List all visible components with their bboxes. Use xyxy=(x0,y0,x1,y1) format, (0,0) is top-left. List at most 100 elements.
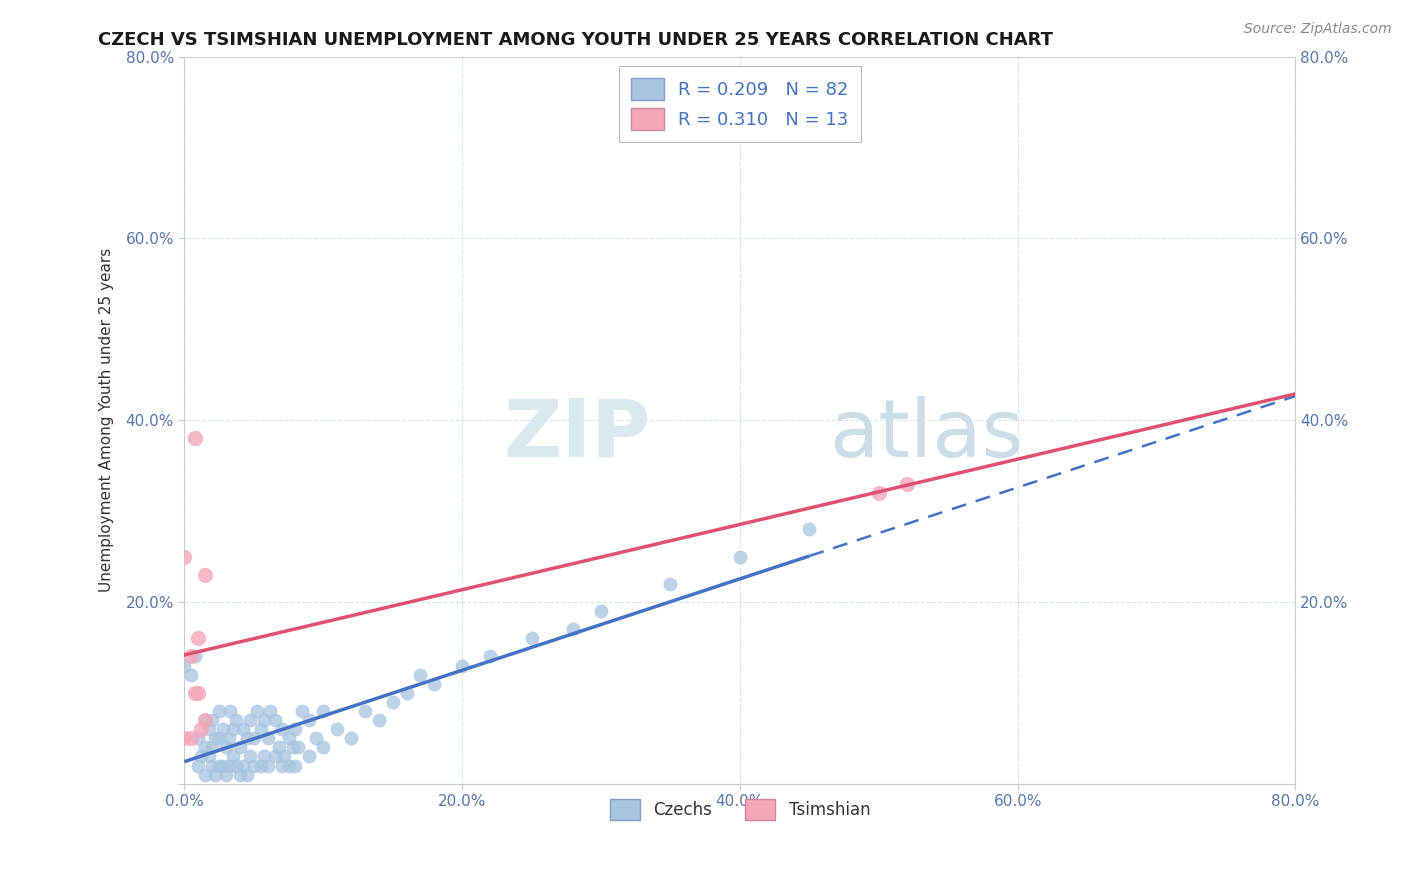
Point xyxy=(208,731,231,746)
Point xyxy=(239,749,262,764)
Point xyxy=(204,731,226,746)
Point xyxy=(222,749,245,764)
Point xyxy=(201,758,224,772)
Point xyxy=(252,713,274,727)
Point xyxy=(896,476,918,491)
Point xyxy=(222,722,245,736)
Point xyxy=(256,758,278,772)
Point xyxy=(194,740,217,755)
Point xyxy=(212,758,235,772)
Point xyxy=(284,758,307,772)
Point xyxy=(520,632,543,646)
Point xyxy=(270,758,292,772)
Point xyxy=(173,731,195,746)
Point xyxy=(659,576,682,591)
Point xyxy=(194,567,217,582)
Point xyxy=(562,622,585,636)
Point xyxy=(799,522,821,536)
Point xyxy=(277,758,299,772)
Point xyxy=(367,713,389,727)
Point xyxy=(249,722,271,736)
Y-axis label: Unemployment Among Youth under 25 years: Unemployment Among Youth under 25 years xyxy=(100,248,114,592)
Point xyxy=(212,722,235,736)
Point xyxy=(409,667,432,681)
Point xyxy=(287,740,309,755)
Point xyxy=(187,758,209,772)
Text: ZIP: ZIP xyxy=(503,396,651,474)
Point xyxy=(180,731,202,746)
Point xyxy=(259,704,281,718)
Point xyxy=(201,713,224,727)
Point xyxy=(728,549,751,564)
Point xyxy=(263,713,285,727)
Point xyxy=(208,758,231,772)
Text: atlas: atlas xyxy=(828,396,1024,474)
Point xyxy=(284,722,307,736)
Point xyxy=(180,649,202,664)
Point xyxy=(451,658,474,673)
Point xyxy=(236,767,259,781)
Point xyxy=(478,649,501,664)
Point xyxy=(208,704,231,718)
Point xyxy=(229,767,252,781)
Point xyxy=(229,740,252,755)
Point xyxy=(256,731,278,746)
Point xyxy=(281,740,304,755)
Point xyxy=(218,758,240,772)
Point xyxy=(239,713,262,727)
Point xyxy=(270,722,292,736)
Point xyxy=(868,486,890,500)
Point xyxy=(219,704,242,718)
Point xyxy=(243,758,266,772)
Point xyxy=(204,767,226,781)
Point xyxy=(187,632,209,646)
Point xyxy=(187,731,209,746)
Point xyxy=(180,667,202,681)
Point xyxy=(395,686,418,700)
Point xyxy=(190,722,212,736)
Point xyxy=(198,722,221,736)
Point xyxy=(173,658,195,673)
Point xyxy=(225,713,247,727)
Point xyxy=(184,649,207,664)
Point xyxy=(381,695,404,709)
Point xyxy=(298,713,321,727)
Point xyxy=(246,704,269,718)
Point xyxy=(232,758,254,772)
Point xyxy=(190,749,212,764)
Point xyxy=(423,677,446,691)
Point xyxy=(232,722,254,736)
Point xyxy=(201,740,224,755)
Point xyxy=(249,758,271,772)
Point xyxy=(267,740,290,755)
Point xyxy=(184,686,207,700)
Point xyxy=(198,749,221,764)
Point xyxy=(215,740,238,755)
Point xyxy=(187,686,209,700)
Point xyxy=(312,740,335,755)
Legend: Czechs, Tsimshian: Czechs, Tsimshian xyxy=(603,793,877,826)
Point xyxy=(291,704,314,718)
Point xyxy=(340,731,363,746)
Point xyxy=(305,731,328,746)
Point xyxy=(273,749,295,764)
Text: Source: ZipAtlas.com: Source: ZipAtlas.com xyxy=(1244,22,1392,37)
Point xyxy=(243,731,266,746)
Point xyxy=(194,767,217,781)
Point xyxy=(312,704,335,718)
Point xyxy=(184,431,207,445)
Point xyxy=(326,722,349,736)
Text: CZECH VS TSIMSHIAN UNEMPLOYMENT AMONG YOUTH UNDER 25 YEARS CORRELATION CHART: CZECH VS TSIMSHIAN UNEMPLOYMENT AMONG YO… xyxy=(98,31,1053,49)
Point xyxy=(173,549,195,564)
Point xyxy=(589,604,612,618)
Point xyxy=(263,749,285,764)
Point xyxy=(236,731,259,746)
Point xyxy=(215,767,238,781)
Point xyxy=(194,713,217,727)
Point xyxy=(277,731,299,746)
Point xyxy=(194,713,217,727)
Point xyxy=(225,758,247,772)
Point xyxy=(354,704,377,718)
Point xyxy=(218,731,240,746)
Point xyxy=(298,749,321,764)
